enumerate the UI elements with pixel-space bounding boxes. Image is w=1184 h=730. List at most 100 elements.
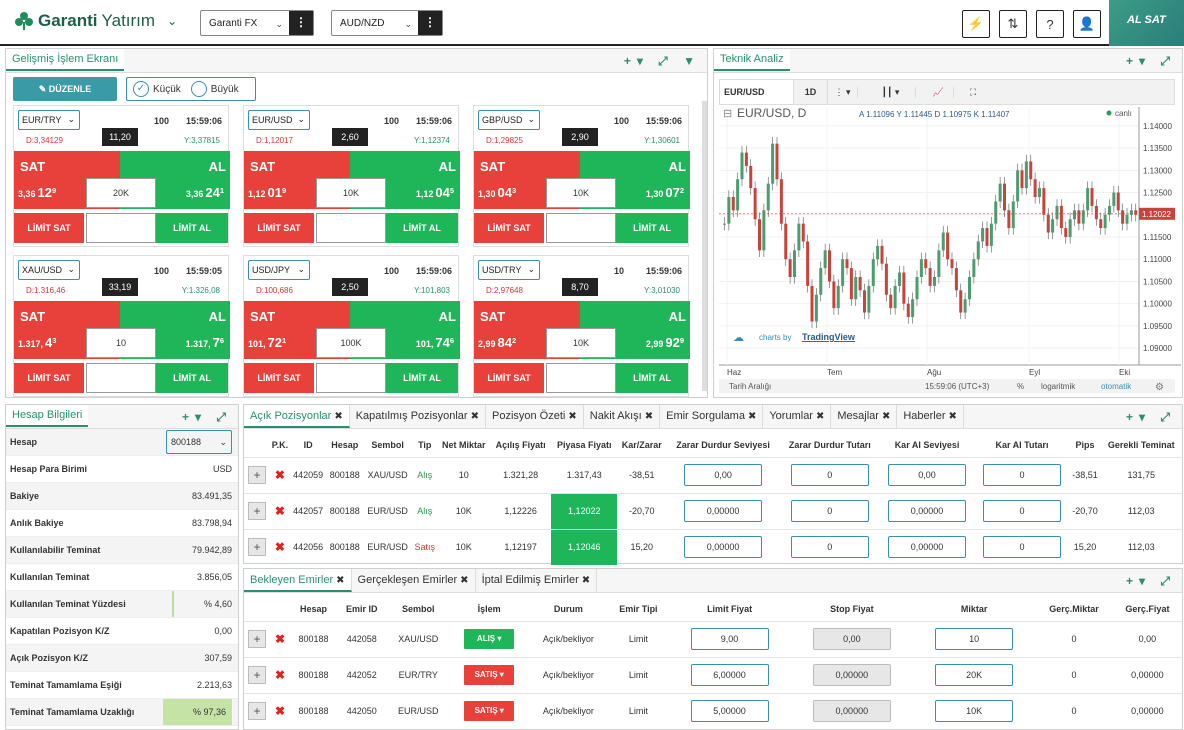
limit-price-input[interactable]: [86, 363, 156, 393]
column-header[interactable]: Açılış Fiyatı: [495, 439, 546, 450]
limit-price-input[interactable]: 6,00000: [690, 664, 769, 686]
column-header[interactable]: Sembol: [371, 439, 404, 450]
date-range-button[interactable]: Tarih Aralığı: [729, 382, 771, 391]
close-icon[interactable]: ✖: [274, 632, 286, 646]
candles-icon[interactable]: ┃┃ ▾: [866, 86, 916, 98]
tab-positions-7[interactable]: Haberler ✖: [897, 405, 964, 428]
table-row[interactable]: + ✖ 442056 800188 EUR/USD Satış 10K 1,12197 1,12…: [244, 528, 1182, 565]
tab-orders-0[interactable]: Bekleyen Emirler ✖: [244, 569, 352, 592]
column-header[interactable]: Sembol: [401, 603, 435, 614]
take-profit-input[interactable]: 0,00000: [888, 536, 967, 559]
limit-price-input[interactable]: [86, 213, 156, 243]
limit-buy-button[interactable]: LİMİT AL: [386, 213, 458, 243]
close-icon[interactable]: ✖: [948, 411, 957, 422]
quantity-input[interactable]: 10K: [546, 178, 616, 208]
table-row[interactable]: + ✖ 442059 800188 XAU/USD Alış 10 1.321,28 1.317…: [244, 456, 1182, 493]
tab-positions-6[interactable]: Mesajlar ✖: [831, 405, 898, 428]
table-row[interactable]: + ✖ 800188 442058 XAU/USD ALIŞ ▾ Açık/bekliyor…: [244, 620, 1182, 657]
limit-price-input[interactable]: [316, 213, 386, 243]
pair-select[interactable]: EUR/USD ⌄: [248, 110, 310, 130]
column-header[interactable]: P.K.: [271, 439, 289, 450]
quantity-input[interactable]: 10K: [546, 328, 616, 358]
quantity-input[interactable]: 10: [86, 328, 156, 358]
pair-select[interactable]: USD/TRY ⌄: [478, 260, 540, 280]
column-header[interactable]: Zarar Durdur Seviyesi: [676, 439, 770, 450]
stop-price-input[interactable]: 0,00: [812, 628, 891, 650]
edit-button[interactable]: ✎ DÜZENLE: [13, 77, 117, 101]
quantity-input[interactable]: 10K: [316, 178, 386, 208]
limit-price-input[interactable]: [316, 363, 386, 393]
panel-actions-icon[interactable]: +▾ ⤢: [182, 410, 232, 424]
close-icon[interactable]: ✖: [274, 668, 286, 682]
pair-select[interactable]: USD/JPY ⌄: [248, 260, 310, 280]
stop-amount-input[interactable]: 0: [790, 464, 869, 486]
interval-select[interactable]: 1D: [794, 80, 828, 104]
limit-sell-button[interactable]: LİMİT SAT: [244, 363, 314, 393]
column-header[interactable]: ID: [303, 439, 313, 450]
account-title[interactable]: Hesap Bilgileri: [6, 405, 89, 427]
limit-sell-button[interactable]: LİMİT SAT: [474, 213, 544, 243]
column-header[interactable]: Durum: [553, 603, 583, 614]
table-row[interactable]: + ✖ 800188 442050 EUR/USD SATIŞ ▾ Açık/bekliyo…: [244, 692, 1182, 729]
tab-positions-1[interactable]: Kapatılmış Pozisyonlar ✖: [349, 405, 486, 428]
close-icon[interactable]: ✖: [274, 504, 285, 518]
limit-sell-button[interactable]: LİMİT SAT: [244, 213, 314, 243]
stop-price-input[interactable]: 0,00000: [812, 664, 891, 686]
more-icon[interactable]: ⋮ ▾: [828, 86, 858, 98]
tab-positions-5[interactable]: Yorumlar ✖: [763, 405, 832, 428]
close-icon[interactable]: ✖: [274, 540, 285, 555]
chart-area[interactable]: [719, 107, 1139, 357]
limit-buy-button[interactable]: LİMİT AL: [616, 213, 688, 243]
collapse-icon[interactable]: ⊟: [723, 108, 732, 120]
column-header[interactable]: Emir Tipi: [619, 603, 658, 614]
limit-buy-button[interactable]: LİMİT AL: [616, 363, 688, 393]
stop-amount-input[interactable]: 0: [790, 536, 869, 559]
auto-toggle[interactable]: otomatik: [1101, 382, 1132, 391]
panel-actions-icon[interactable]: +▾ ⤢ ▼: [623, 54, 701, 68]
fullscreen-icon[interactable]: ⛶: [969, 86, 977, 97]
take-amount-input[interactable]: 0: [982, 536, 1061, 559]
analysis-title[interactable]: Teknik Analiz: [714, 49, 790, 71]
stop-loss-input[interactable]: 0,00000: [684, 500, 763, 522]
table-row[interactable]: + ✖ 442057 800188 EUR/USD Alış 10K 1,12226 1,120…: [244, 492, 1182, 529]
limit-price-input[interactable]: [546, 363, 616, 393]
size-large-label[interactable]: Büyük: [210, 83, 239, 95]
column-header[interactable]: Hesap: [331, 439, 359, 450]
stop-amount-input[interactable]: 0: [790, 500, 869, 522]
table-row[interactable]: + ✖ 800188 442052 EUR/TRY SATIŞ ▾ Açık/bekliyo…: [244, 656, 1182, 693]
indicators-icon[interactable]: 📈: [924, 86, 954, 98]
tab-positions-2[interactable]: Pozisyon Özeti ✖: [485, 405, 584, 428]
price-chart[interactable]: 1.140001.135001.130001.125001.120001.115…: [719, 107, 1181, 397]
garanti-logo[interactable]: Garanti Yatırım ⌄: [14, 11, 177, 31]
close-icon[interactable]: ✖: [274, 468, 285, 482]
user-icon[interactable]: 👤: [1073, 10, 1101, 38]
limit-price-input[interactable]: [546, 213, 616, 243]
help-icon[interactable]: ?: [1036, 10, 1064, 38]
lightning-icon[interactable]: ⚡: [962, 10, 990, 38]
quantity-input[interactable]: 10: [935, 628, 1014, 650]
side-button[interactable]: SATIŞ ▾: [464, 701, 515, 722]
plus-icon[interactable]: +: [248, 630, 266, 648]
limit-price-input[interactable]: 9,00: [690, 628, 769, 650]
more-icon[interactable]: ⋮: [418, 11, 442, 35]
close-icon[interactable]: ✖: [274, 704, 286, 719]
column-header[interactable]: Net Miktar: [441, 439, 486, 450]
radio-icon[interactable]: [190, 81, 207, 97]
alsat-logo[interactable]: AL SAT: [1109, 0, 1184, 46]
limit-buy-button[interactable]: LİMİT AL: [156, 363, 228, 393]
tab-orders-1[interactable]: Gerçekleşen Emirler ✖: [351, 569, 476, 592]
close-icon[interactable]: ✖: [460, 575, 469, 586]
pair-select[interactable]: AUD/NZD ⌄ ⋮: [331, 10, 443, 36]
close-icon[interactable]: ✖: [881, 411, 891, 422]
column-header[interactable]: Tip: [418, 439, 432, 450]
plus-icon[interactable]: +: [248, 538, 266, 557]
tab-positions-0[interactable]: Açık Pozisyonlar ✖: [244, 405, 350, 428]
limit-sell-button[interactable]: LİMİT SAT: [474, 363, 544, 393]
percent-toggle[interactable]: %: [1017, 382, 1024, 391]
column-header[interactable]: Gerekli Teminat: [1107, 439, 1175, 450]
stop-loss-input[interactable]: 0,00: [684, 464, 763, 486]
take-profit-input[interactable]: 0,00000: [888, 500, 967, 522]
plus-icon[interactable]: +: [248, 466, 266, 484]
plus-icon[interactable]: +: [248, 502, 266, 520]
close-icon[interactable]: ✖: [568, 411, 577, 422]
